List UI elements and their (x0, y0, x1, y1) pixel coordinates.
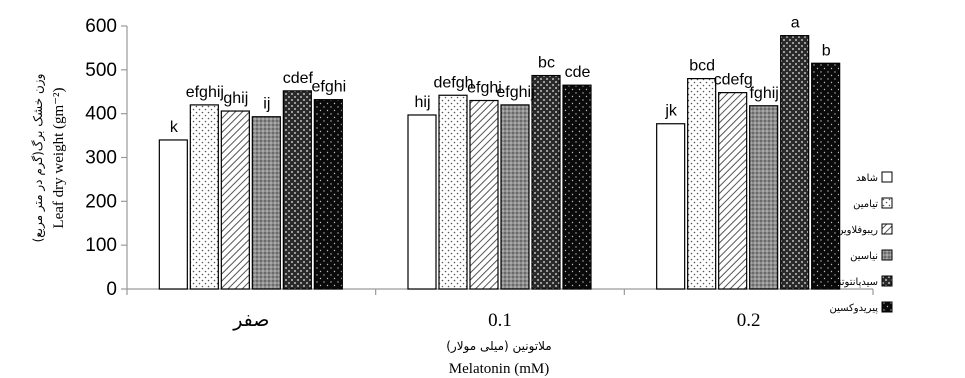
bar (749, 105, 779, 290)
y-tick-label: 500 (85, 60, 117, 81)
bar (189, 104, 219, 290)
bar-data-label: efghi (467, 80, 502, 97)
bar-data-label: bc (538, 55, 555, 72)
y-tick-label: 200 (85, 191, 117, 212)
bar (811, 62, 841, 290)
bar-data-label: hij (414, 94, 430, 111)
y-axis-label-fa: (گرم در متر مربع)وزن خشک برگ (31, 74, 46, 243)
y-tick-label: 300 (85, 148, 117, 169)
x-tick-label: 0.2 (737, 310, 761, 331)
bar (313, 99, 343, 290)
y-tick-label: 0 (106, 279, 117, 300)
bar (407, 114, 437, 290)
x-tick-label: صفر (232, 310, 269, 331)
bar (220, 110, 250, 290)
x-tick-label: 0.1 (488, 310, 512, 331)
bar (251, 116, 281, 290)
legend-label: ریبوفلاوین (836, 225, 878, 236)
legend-swatch (881, 275, 893, 287)
bar-data-label: cdefg (714, 72, 753, 89)
bar (687, 77, 717, 290)
legend-label: تیامین (853, 199, 878, 210)
bars (158, 35, 841, 290)
legend-label: پیریدوکسین (830, 303, 879, 314)
bar-data-label: ij (263, 96, 270, 113)
x-axis-label-en: Melatonin (mM) (449, 361, 549, 377)
bar (656, 123, 686, 290)
bar-data-label: defgh (433, 74, 473, 91)
bar-data-label: cde (565, 64, 591, 81)
significance-labels: k hij jk efghij defgh bcd ghij efghi cdefg ij efgh… (170, 15, 831, 136)
bar (780, 35, 810, 290)
y-axis-label-en: Leaf dry weight (gm⁻²) (51, 87, 67, 228)
y-tick-label: 400 (85, 104, 117, 125)
bar-data-label: ghij (223, 90, 248, 107)
legend-label: نیاسین (850, 251, 878, 262)
bar-data-label: b (822, 42, 831, 59)
legend-swatch (881, 171, 893, 183)
y-tick-label: 100 (85, 235, 117, 256)
x-axis-label-fa: ملاتونین (میلی مولار) (446, 339, 552, 354)
bar-data-label: jk (664, 103, 678, 120)
bar-data-label: k (170, 119, 179, 136)
bar-data-label: efghij (496, 84, 534, 101)
bar (282, 90, 312, 290)
bar-data-label: efghij (186, 84, 224, 101)
legend-swatch (881, 197, 893, 209)
bar (438, 94, 468, 290)
bar-data-label: fghij (749, 85, 778, 102)
y-tick-label: 600 (85, 16, 117, 37)
legend-label: شاهد (856, 173, 878, 184)
legend-swatch (881, 249, 893, 261)
legend: شاهد تیامین ریبوفلاوین نیاسین سیدپانتوتنیک پی… (827, 171, 893, 314)
x-axis: صفر 0.1 0.2 (126, 288, 874, 331)
bar (158, 139, 188, 290)
bar (500, 104, 530, 290)
legend-swatch (881, 301, 893, 313)
bar-data-label: efghi (311, 79, 346, 96)
legend-swatch (881, 223, 893, 235)
bar (531, 74, 561, 290)
bar-data-label: bcd (689, 58, 715, 75)
y-axis: 0 100 200 300 400 500 600 (85, 16, 128, 300)
bar-data-label: cdef (283, 70, 314, 87)
bar (469, 99, 499, 290)
bar (562, 84, 592, 290)
legend-label: سیدپانتوتنیک (827, 277, 878, 288)
bar-data-label: a (791, 15, 800, 32)
bar (718, 92, 748, 290)
